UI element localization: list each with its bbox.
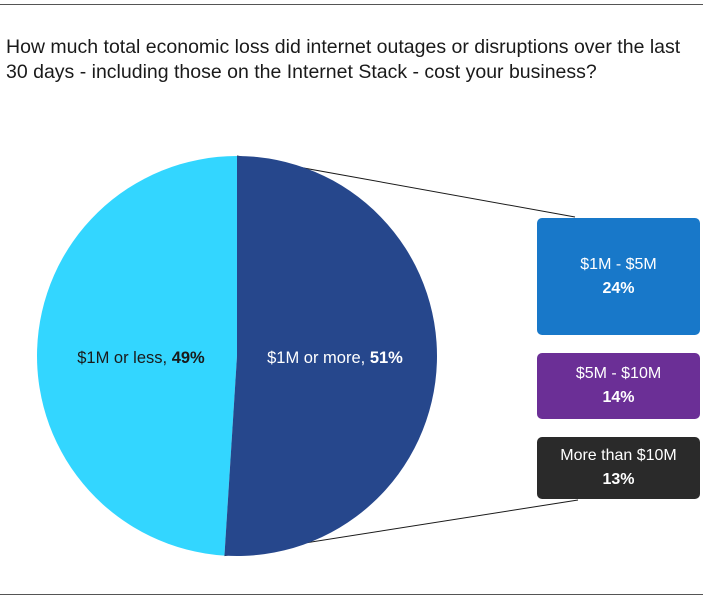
slice-label-less-sep: , [163,349,172,367]
slice-label-more-name: $1M or more [267,349,361,367]
breakdown-value-1m-5m: 24% [602,279,635,297]
breakdown-box-1m-5m: $1M - $5M 24% [537,218,700,335]
breakdown-value-more-than-10m: 13% [602,471,635,488]
breakdown-label-more-than-10m: More than $10M [560,447,677,464]
breakdown-label-5m-10m: $5M - $10M [575,365,662,382]
slice-label-less: $1M or less, 49% [77,349,205,367]
slice-label-more: $1M or more, 51% [267,349,403,367]
slice-label-less-name: $1M or less [77,349,162,367]
breakdown-label-1m-5m: $1M - $5M [580,255,657,273]
breakdown-box-5m-10m: $5M - $10M 14% [537,353,700,419]
slice-label-more-sep: , [361,349,370,367]
pie-slice-1m-or-less [37,156,237,556]
breakdown-box-more-than-10m: More than $10M 13% [537,437,700,499]
slice-label-more-value: 51% [370,349,403,367]
chart-question: How much total economic loss did interne… [6,36,681,83]
pie-slice-1m-or-more [224,155,438,556]
breakdown-value-5m-10m: 14% [602,389,635,406]
bottom-divider [0,594,703,595]
top-divider [0,4,703,5]
slice-label-less-value: 49% [172,349,205,367]
